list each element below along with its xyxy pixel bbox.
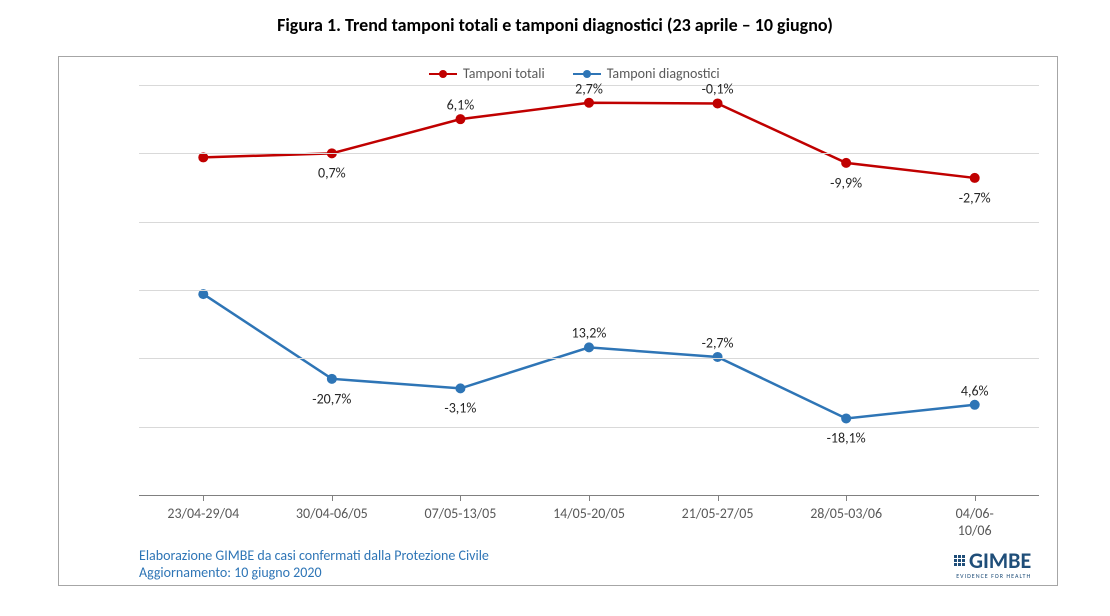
data-label: -2,7% <box>959 189 991 206</box>
gridline <box>139 222 1039 223</box>
brand-grid-icon <box>954 555 965 566</box>
x-tick-mark <box>846 495 847 501</box>
x-tick-mark <box>332 495 333 501</box>
data-label: 6,1% <box>447 97 475 114</box>
y-tick-label: 450.000 <box>0 77 131 94</box>
gridline <box>139 358 1039 359</box>
x-tick-mark <box>975 495 976 501</box>
footer-line-2: Aggiornamento: 10 giugno 2020 <box>139 564 489 581</box>
x-tick-mark <box>718 495 719 501</box>
data-label: 0,7% <box>318 165 346 182</box>
legend-item: Tamponi totali <box>429 65 545 82</box>
data-label: 2,7% <box>575 80 603 97</box>
y-tick-label: 200.000 <box>0 418 131 435</box>
data-label: -18,1% <box>827 430 866 447</box>
data-label: -2,7% <box>702 334 734 351</box>
x-tick-label: 30/04-06/05 <box>296 505 368 522</box>
series-marker <box>713 352 723 362</box>
data-label: -20,7% <box>312 390 351 407</box>
legend-line-icon <box>573 73 601 75</box>
series-marker <box>327 374 337 384</box>
series-marker <box>841 158 851 168</box>
x-tick-mark <box>203 495 204 501</box>
y-tick-label: 400.000 <box>0 145 131 162</box>
page-root: Figura 1. Trend tamponi totali e tamponi… <box>0 0 1110 616</box>
footer-note: Elaborazione GIMBE da casi confermati da… <box>139 547 489 581</box>
x-tick-label: 14/05-20/05 <box>553 505 625 522</box>
x-tick-label: 07/05-13/05 <box>424 505 496 522</box>
gridline <box>139 290 1039 291</box>
series-marker <box>970 173 980 183</box>
footer-line-1: Elaborazione GIMBE da casi confermati da… <box>139 547 489 564</box>
series-marker <box>584 98 594 108</box>
x-tick-label: 04/06-10/06 <box>943 505 1007 539</box>
data-label: 4,6% <box>961 382 989 399</box>
brand-logo: GIMBE EVIDENCE FOR HEALTH <box>954 547 1031 580</box>
gridline <box>139 153 1039 154</box>
series-marker <box>455 114 465 124</box>
x-tick-mark <box>460 495 461 501</box>
x-tick-label: 23/04-29/04 <box>167 505 239 522</box>
data-label: -9,9% <box>830 174 862 191</box>
brand-name-row: GIMBE <box>954 547 1031 574</box>
series-marker <box>455 383 465 393</box>
series-marker <box>841 413 851 423</box>
legend-label: Tamponi totali <box>463 65 545 82</box>
brand-name: GIMBE <box>969 547 1031 574</box>
gridline <box>139 427 1039 428</box>
data-label: -0,1% <box>702 81 734 98</box>
chart-title: Figura 1. Trend tamponi totali e tamponi… <box>0 0 1110 44</box>
chart-container: Tamponi totali Tamponi diagnostici 150.00… <box>58 56 1058 586</box>
x-tick-mark <box>589 495 590 501</box>
y-tick-label: 250.000 <box>0 350 131 367</box>
y-tick-label: 150.000 <box>0 487 131 504</box>
x-tick-label: 28/05-03/06 <box>810 505 882 522</box>
legend-dot-icon <box>583 70 591 78</box>
series-marker <box>970 400 980 410</box>
series-marker <box>584 342 594 352</box>
legend-label: Tamponi diagnostici <box>607 65 720 82</box>
y-tick-label: 300.000 <box>0 282 131 299</box>
legend-dot-icon <box>439 70 447 78</box>
plot-area: 150.000200.000250.000300.000350.000400.0… <box>139 85 1039 495</box>
data-label: -3,1% <box>444 400 476 417</box>
legend-line-icon <box>429 73 457 75</box>
x-tick-label: 21/05-27/05 <box>682 505 754 522</box>
series-marker <box>713 98 723 108</box>
brand-tagline: EVIDENCE FOR HEALTH <box>954 572 1031 580</box>
data-label: 13,2% <box>572 325 607 342</box>
y-tick-label: 350.000 <box>0 213 131 230</box>
